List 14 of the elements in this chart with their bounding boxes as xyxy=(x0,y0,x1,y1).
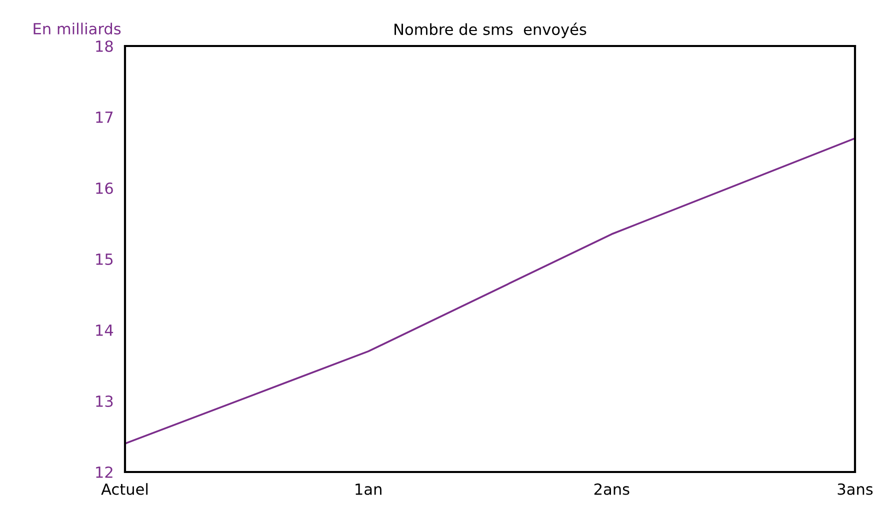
y-axis-title: En milliards xyxy=(34,22,121,35)
y-tick-label: 14 xyxy=(96,324,114,336)
x-tick-label: 3ans xyxy=(838,483,873,495)
y-tick-label: 18 xyxy=(96,40,113,52)
x-tick-label: Actuel xyxy=(101,483,148,495)
line-series xyxy=(125,137,855,445)
y-tick-label: 15 xyxy=(96,254,113,266)
y-tick-label: 16 xyxy=(96,182,113,194)
chart-title: Nombre de sms envoyés xyxy=(394,22,586,38)
y-tick-label: 12 xyxy=(96,466,112,478)
y-tick-label: 13 xyxy=(96,395,113,408)
x-tick-label: 2ans xyxy=(594,483,630,495)
y-tick-label: 17 xyxy=(96,112,113,123)
x-tick-label: 1an xyxy=(356,484,382,495)
